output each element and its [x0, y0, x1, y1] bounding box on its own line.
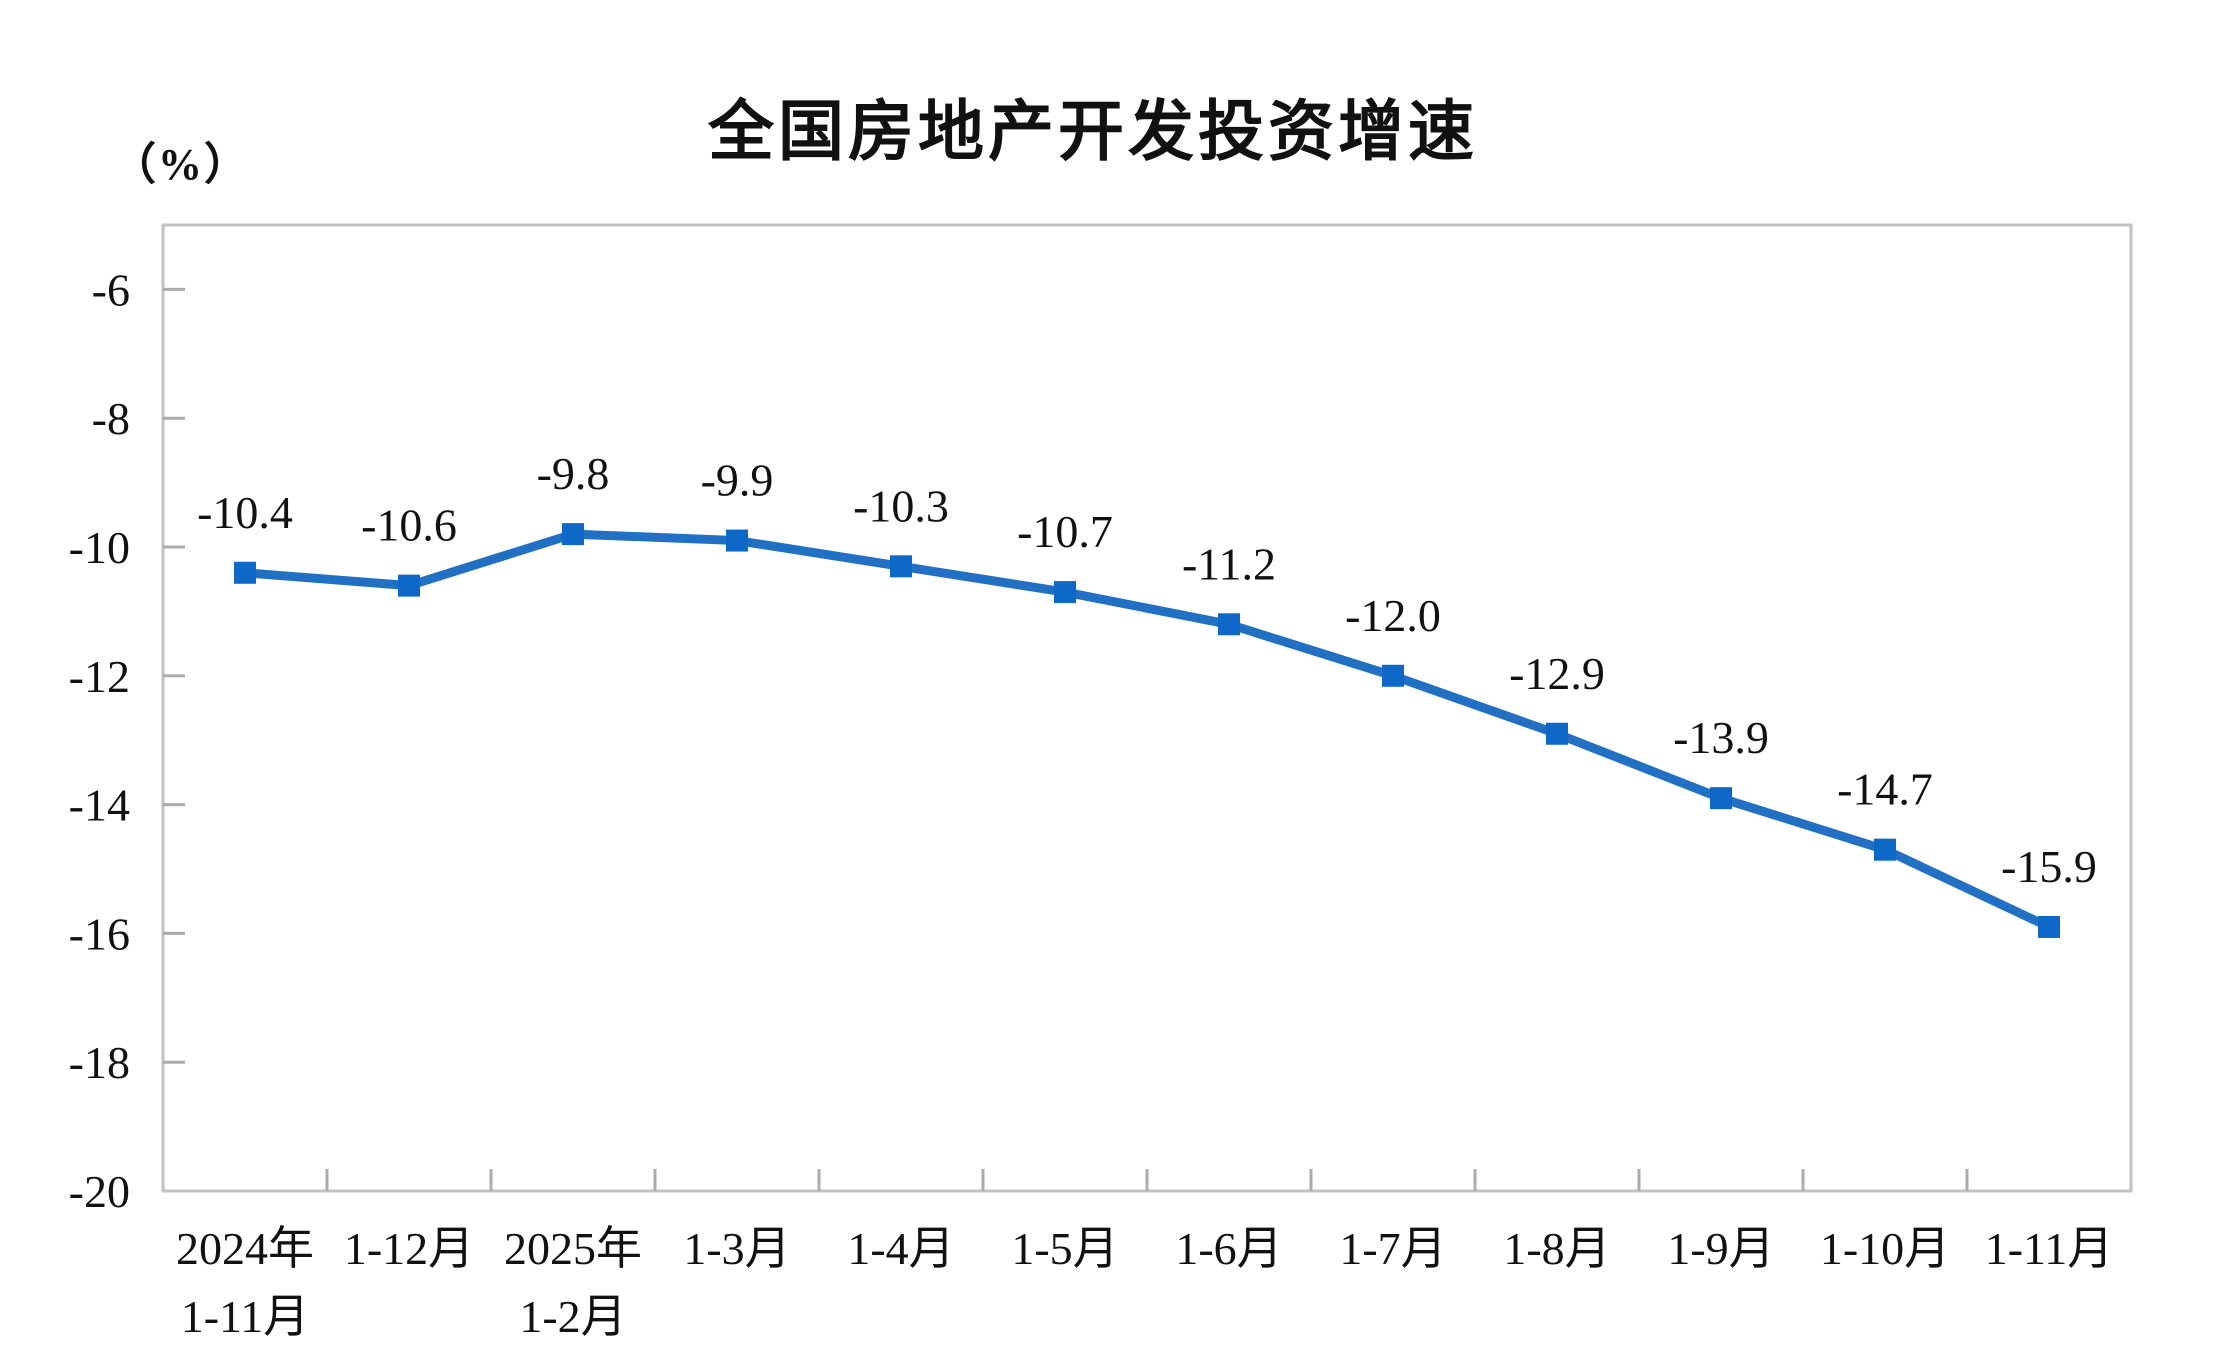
y-axis-tick-label: -10 — [69, 522, 130, 573]
data-point-label: -13.9 — [1673, 712, 1769, 763]
data-point-marker — [1382, 664, 1404, 687]
x-axis-category-label: 1-8月 — [1503, 1223, 1610, 1274]
x-axis-category-label: 1-12月 — [344, 1223, 474, 1274]
x-axis-category-label: 2025年 1-2月 — [504, 1223, 642, 1342]
data-point-marker — [1054, 581, 1076, 604]
data-point-label: -10.6 — [361, 500, 457, 551]
plot-border — [161, 223, 2133, 1193]
data-point-label: -12.9 — [1509, 648, 1605, 699]
x-axis-category-label: 1-9月 — [1667, 1223, 1774, 1274]
x-axis-category-label: 1-3月 — [683, 1223, 790, 1274]
y-axis-tick-label: -8 — [92, 393, 130, 444]
x-axis-category-label: 1-4月 — [847, 1223, 954, 1274]
data-point-label: -15.9 — [2001, 841, 2097, 892]
data-point-label: -10.3 — [853, 480, 949, 531]
data-point-label: -10.7 — [1017, 506, 1113, 557]
data-point-label: -10.4 — [197, 487, 293, 538]
y-axis-tick-label: -18 — [69, 1037, 130, 1088]
y-axis-unit-label: （%） — [112, 140, 250, 189]
data-point-marker — [398, 574, 420, 597]
x-axis-category-label: 1-10月 — [1820, 1223, 1950, 1274]
data-point-label: -9.9 — [701, 455, 774, 506]
y-axis-tick-label: -14 — [69, 780, 130, 831]
x-axis-category-label: 1-6月 — [1175, 1223, 1282, 1274]
series-line — [240, 529, 2054, 932]
data-point-marker — [1874, 838, 1896, 861]
x-axis-category-label: 2024年 1-11月 — [176, 1223, 314, 1342]
data-point-label: -11.2 — [1182, 538, 1276, 589]
data-point-marker — [234, 561, 256, 584]
data-point-marker — [1218, 613, 1240, 636]
data-point-marker — [1546, 722, 1568, 745]
data-point-marker — [1710, 787, 1732, 810]
data-point-marker — [562, 523, 584, 546]
data-point-label: -12.0 — [1345, 590, 1441, 641]
data-point-marker — [2038, 915, 2060, 938]
data-point-marker — [726, 529, 748, 552]
x-axis-category-label: 1-7月 — [1339, 1223, 1446, 1274]
data-point-label: -9.8 — [537, 448, 610, 499]
x-axis-category-label: 1-11月 — [1985, 1223, 2114, 1274]
y-axis-tick-label: -20 — [69, 1166, 130, 1217]
y-axis-tick-label: -6 — [92, 264, 130, 315]
y-axis-tick-label: -16 — [69, 908, 130, 959]
chart-title: 全国房地产开发投资增速 — [708, 94, 1478, 168]
y-axis-tick-label: -12 — [69, 651, 130, 702]
data-point-marker — [890, 555, 912, 578]
data-point-label: -14.7 — [1837, 764, 1933, 815]
x-axis-category-label: 1-5月 — [1011, 1223, 1118, 1274]
